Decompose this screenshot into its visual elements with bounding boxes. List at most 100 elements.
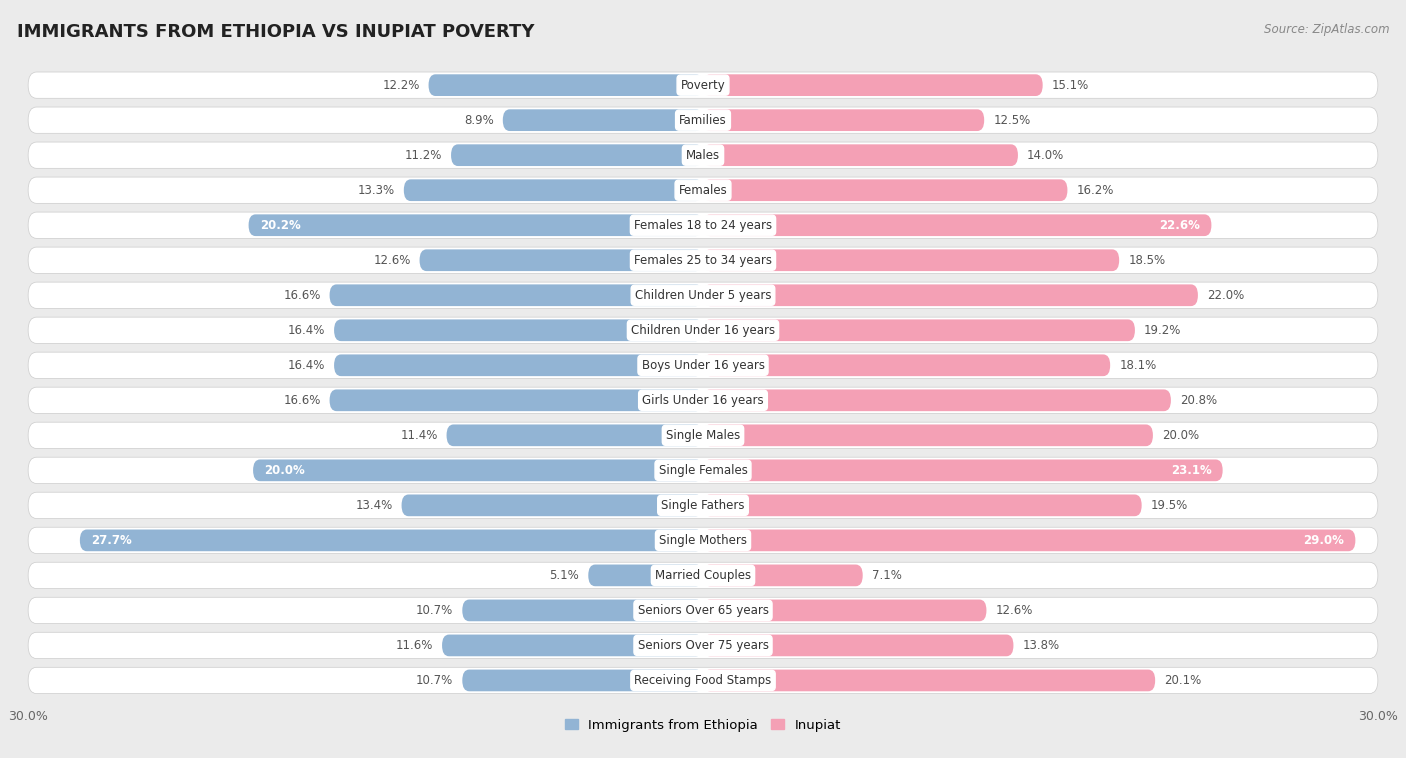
Text: 16.6%: 16.6% [283,289,321,302]
FancyBboxPatch shape [703,565,863,586]
FancyBboxPatch shape [703,669,1156,691]
FancyBboxPatch shape [28,72,1378,99]
Text: 23.1%: 23.1% [1171,464,1212,477]
Text: Single Fathers: Single Fathers [661,499,745,512]
Text: 12.5%: 12.5% [993,114,1031,127]
Text: 12.6%: 12.6% [995,604,1033,617]
FancyBboxPatch shape [588,565,703,586]
FancyBboxPatch shape [703,424,1153,446]
FancyBboxPatch shape [703,144,1018,166]
FancyBboxPatch shape [451,144,703,166]
FancyBboxPatch shape [503,109,703,131]
FancyBboxPatch shape [703,494,1142,516]
Text: Single Females: Single Females [658,464,748,477]
FancyBboxPatch shape [28,632,1378,659]
FancyBboxPatch shape [703,355,1111,376]
Text: Married Couples: Married Couples [655,569,751,582]
FancyBboxPatch shape [402,494,703,516]
FancyBboxPatch shape [80,530,703,551]
Text: 27.7%: 27.7% [91,534,132,547]
Text: 10.7%: 10.7% [416,674,453,687]
FancyBboxPatch shape [429,74,703,96]
Text: 10.7%: 10.7% [416,604,453,617]
FancyBboxPatch shape [703,530,1355,551]
FancyBboxPatch shape [703,459,1223,481]
Text: 5.1%: 5.1% [550,569,579,582]
Text: 11.6%: 11.6% [395,639,433,652]
FancyBboxPatch shape [28,422,1378,449]
Text: Poverty: Poverty [681,79,725,92]
FancyBboxPatch shape [28,247,1378,274]
FancyBboxPatch shape [703,74,1043,96]
Text: 29.0%: 29.0% [1303,534,1344,547]
Text: Families: Families [679,114,727,127]
Text: 22.0%: 22.0% [1206,289,1244,302]
Text: 20.8%: 20.8% [1180,394,1218,407]
Text: Single Mothers: Single Mothers [659,534,747,547]
Text: 19.2%: 19.2% [1144,324,1181,337]
FancyBboxPatch shape [28,177,1378,203]
Text: Seniors Over 65 years: Seniors Over 65 years [637,604,769,617]
FancyBboxPatch shape [703,215,1212,236]
Text: Females 25 to 34 years: Females 25 to 34 years [634,254,772,267]
Text: 19.5%: 19.5% [1150,499,1188,512]
FancyBboxPatch shape [703,109,984,131]
Text: Single Males: Single Males [666,429,740,442]
FancyBboxPatch shape [419,249,703,271]
FancyBboxPatch shape [335,355,703,376]
FancyBboxPatch shape [28,282,1378,309]
FancyBboxPatch shape [249,215,703,236]
Text: 13.8%: 13.8% [1022,639,1060,652]
FancyBboxPatch shape [253,459,703,481]
FancyBboxPatch shape [28,597,1378,624]
Text: 11.2%: 11.2% [405,149,441,161]
FancyBboxPatch shape [703,284,1198,306]
Legend: Immigrants from Ethiopia, Inupiat: Immigrants from Ethiopia, Inupiat [560,713,846,737]
FancyBboxPatch shape [441,634,703,656]
Text: 12.2%: 12.2% [382,79,419,92]
FancyBboxPatch shape [329,390,703,411]
Text: 16.6%: 16.6% [283,394,321,407]
Text: Children Under 16 years: Children Under 16 years [631,324,775,337]
FancyBboxPatch shape [28,457,1378,484]
FancyBboxPatch shape [404,180,703,201]
Text: 15.1%: 15.1% [1052,79,1088,92]
Text: 16.4%: 16.4% [288,359,325,371]
Text: 14.0%: 14.0% [1026,149,1064,161]
Text: 18.1%: 18.1% [1119,359,1156,371]
Text: 16.2%: 16.2% [1077,183,1114,196]
Text: Females 18 to 24 years: Females 18 to 24 years [634,219,772,232]
Text: 18.5%: 18.5% [1128,254,1166,267]
FancyBboxPatch shape [703,634,1014,656]
Text: 22.6%: 22.6% [1160,219,1201,232]
FancyBboxPatch shape [28,387,1378,413]
Text: 7.1%: 7.1% [872,569,901,582]
FancyBboxPatch shape [28,562,1378,588]
FancyBboxPatch shape [703,180,1067,201]
FancyBboxPatch shape [28,352,1378,378]
Text: Girls Under 16 years: Girls Under 16 years [643,394,763,407]
Text: 8.9%: 8.9% [464,114,494,127]
FancyBboxPatch shape [28,528,1378,553]
Text: Males: Males [686,149,720,161]
FancyBboxPatch shape [447,424,703,446]
FancyBboxPatch shape [463,600,703,622]
Text: Receiving Food Stamps: Receiving Food Stamps [634,674,772,687]
FancyBboxPatch shape [703,319,1135,341]
Text: 11.4%: 11.4% [401,429,437,442]
Text: Boys Under 16 years: Boys Under 16 years [641,359,765,371]
FancyBboxPatch shape [703,249,1119,271]
Text: Source: ZipAtlas.com: Source: ZipAtlas.com [1264,23,1389,36]
FancyBboxPatch shape [28,212,1378,238]
Text: 12.6%: 12.6% [373,254,411,267]
FancyBboxPatch shape [703,600,987,622]
FancyBboxPatch shape [28,107,1378,133]
Text: IMMIGRANTS FROM ETHIOPIA VS INUPIAT POVERTY: IMMIGRANTS FROM ETHIOPIA VS INUPIAT POVE… [17,23,534,41]
FancyBboxPatch shape [28,142,1378,168]
FancyBboxPatch shape [463,669,703,691]
Text: 16.4%: 16.4% [288,324,325,337]
Text: 20.1%: 20.1% [1164,674,1201,687]
FancyBboxPatch shape [28,667,1378,694]
Text: 20.0%: 20.0% [1161,429,1199,442]
Text: 13.3%: 13.3% [357,183,395,196]
